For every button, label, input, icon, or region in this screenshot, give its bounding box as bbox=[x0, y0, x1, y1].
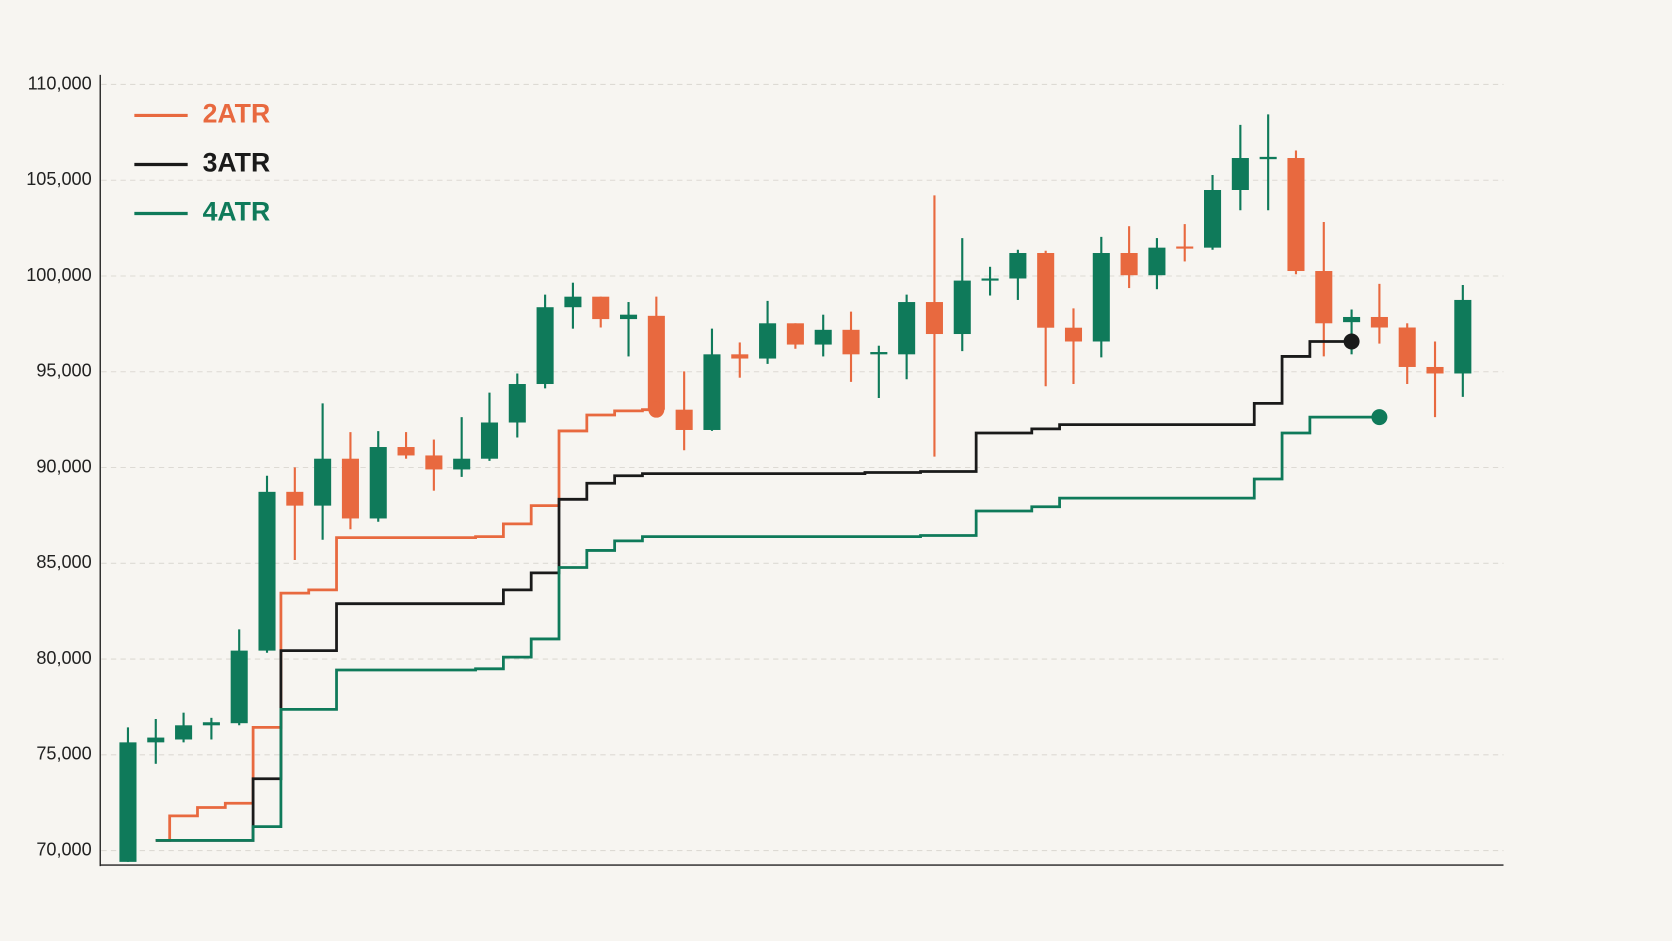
candle-body bbox=[119, 742, 137, 862]
candle-body bbox=[230, 650, 248, 724]
y-tick-label: 100,000 bbox=[26, 265, 91, 285]
candle-body bbox=[1009, 253, 1027, 279]
candle-body bbox=[1398, 327, 1416, 367]
stop-line bbox=[155, 415, 1380, 842]
candle-body bbox=[1092, 253, 1110, 342]
candle-body bbox=[898, 302, 916, 355]
candle-body bbox=[842, 329, 860, 355]
candle-body bbox=[369, 447, 387, 519]
candle-body bbox=[925, 302, 943, 335]
candle-body bbox=[397, 447, 415, 456]
legend-label: 4ATR bbox=[203, 197, 271, 227]
candle-body bbox=[536, 307, 554, 385]
candle-body bbox=[1064, 327, 1083, 342]
candle-body bbox=[425, 455, 443, 470]
y-tick-label: 85,000 bbox=[36, 552, 91, 572]
candle-body bbox=[1231, 158, 1249, 190]
stop-hit-dot bbox=[1371, 409, 1388, 426]
candle-body bbox=[870, 352, 888, 355]
candle-body bbox=[1315, 271, 1333, 324]
y-tick-label: 80,000 bbox=[36, 648, 91, 668]
y-tick-label: 110,000 bbox=[28, 73, 92, 93]
stop-hit-dot bbox=[1343, 333, 1360, 350]
candle-body bbox=[953, 280, 971, 335]
candle-body bbox=[286, 491, 304, 506]
candle-body bbox=[508, 384, 526, 423]
candle-body bbox=[1343, 316, 1361, 323]
candle-body bbox=[1370, 316, 1388, 328]
y-tick-label: 90,000 bbox=[36, 456, 91, 476]
candle-body bbox=[564, 296, 582, 308]
candle-body bbox=[453, 458, 471, 470]
candle-body bbox=[314, 458, 332, 506]
candle-body bbox=[1148, 247, 1166, 276]
y-tick-label: 70,000 bbox=[36, 839, 91, 859]
candle-body bbox=[147, 737, 165, 743]
candle-body bbox=[1287, 158, 1305, 272]
candle-body bbox=[480, 422, 499, 459]
candle-body bbox=[703, 354, 721, 430]
candle-body bbox=[1204, 189, 1222, 248]
candle-body bbox=[258, 491, 276, 651]
candle-body bbox=[1120, 253, 1138, 276]
candle-body bbox=[202, 722, 220, 726]
candle-body bbox=[731, 354, 749, 359]
candle-body bbox=[814, 329, 832, 345]
candle-body bbox=[759, 323, 777, 359]
y-tick-label: 105,000 bbox=[26, 169, 91, 189]
stop-line bbox=[155, 340, 1352, 842]
candle-body bbox=[675, 409, 693, 430]
candle-body bbox=[620, 314, 638, 320]
candle-body bbox=[1037, 253, 1055, 328]
candle-body bbox=[592, 296, 610, 320]
stop-line bbox=[155, 408, 657, 842]
stop-hit-dot bbox=[648, 401, 665, 418]
legend-label: 2ATR bbox=[203, 98, 271, 128]
candle-body bbox=[1454, 299, 1472, 374]
candle-body bbox=[1426, 366, 1444, 374]
candle-body bbox=[341, 458, 359, 519]
candle-body bbox=[1176, 246, 1194, 249]
y-tick-label: 75,000 bbox=[36, 744, 91, 764]
candle-body bbox=[981, 278, 999, 281]
candle-body bbox=[1259, 156, 1277, 160]
candle-body bbox=[786, 323, 804, 345]
candle-body bbox=[647, 315, 665, 410]
candle-body bbox=[175, 725, 193, 740]
y-tick-label: 95,000 bbox=[36, 361, 91, 381]
legend-label: 3ATR bbox=[203, 148, 271, 178]
